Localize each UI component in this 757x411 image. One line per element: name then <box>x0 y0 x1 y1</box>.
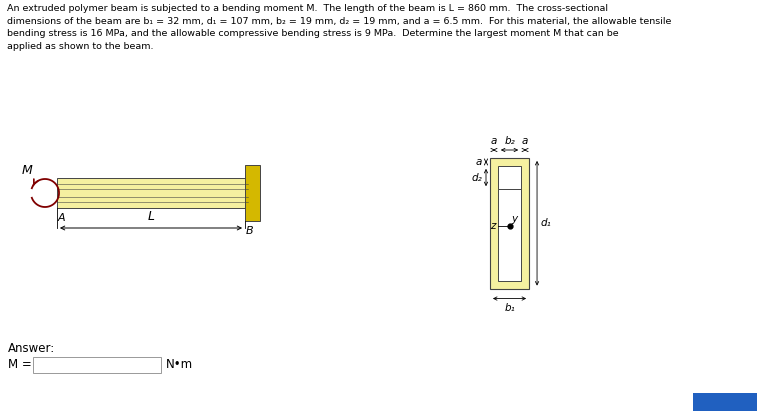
Text: a: a <box>491 136 497 146</box>
Text: b₂: b₂ <box>504 136 515 146</box>
Text: z: z <box>490 221 496 231</box>
Text: N•m: N•m <box>166 358 193 370</box>
Text: Answer:: Answer: <box>8 342 55 355</box>
Bar <box>498 166 521 189</box>
Text: A: A <box>58 213 66 223</box>
Text: a: a <box>475 157 482 167</box>
Bar <box>57 178 248 208</box>
Text: d₁: d₁ <box>540 218 551 228</box>
Text: L: L <box>148 210 154 223</box>
Text: M: M <box>22 164 33 176</box>
Text: y: y <box>512 214 518 224</box>
Text: bending stress is 16 MPa, and the allowable compressive bending stress is 9 MPa.: bending stress is 16 MPa, and the allowa… <box>7 29 618 38</box>
Text: a: a <box>522 136 528 146</box>
Bar <box>498 189 521 281</box>
Text: dimensions of the beam are b₁ = 32 mm, d₁ = 107 mm, b₂ = 19 mm, d₂ = 19 mm, and : dimensions of the beam are b₁ = 32 mm, d… <box>7 16 671 25</box>
Text: d₂: d₂ <box>472 173 482 182</box>
Text: M =: M = <box>8 358 32 370</box>
Text: An extruded polymer beam is subjected to a bending moment M.  The length of the : An extruded polymer beam is subjected to… <box>7 4 608 13</box>
Text: b₁: b₁ <box>504 302 515 312</box>
Bar <box>33 357 161 373</box>
Text: B: B <box>246 226 254 236</box>
Bar <box>245 165 260 221</box>
Bar <box>693 393 757 411</box>
Bar <box>490 158 529 289</box>
Text: applied as shown to the beam.: applied as shown to the beam. <box>7 42 154 51</box>
